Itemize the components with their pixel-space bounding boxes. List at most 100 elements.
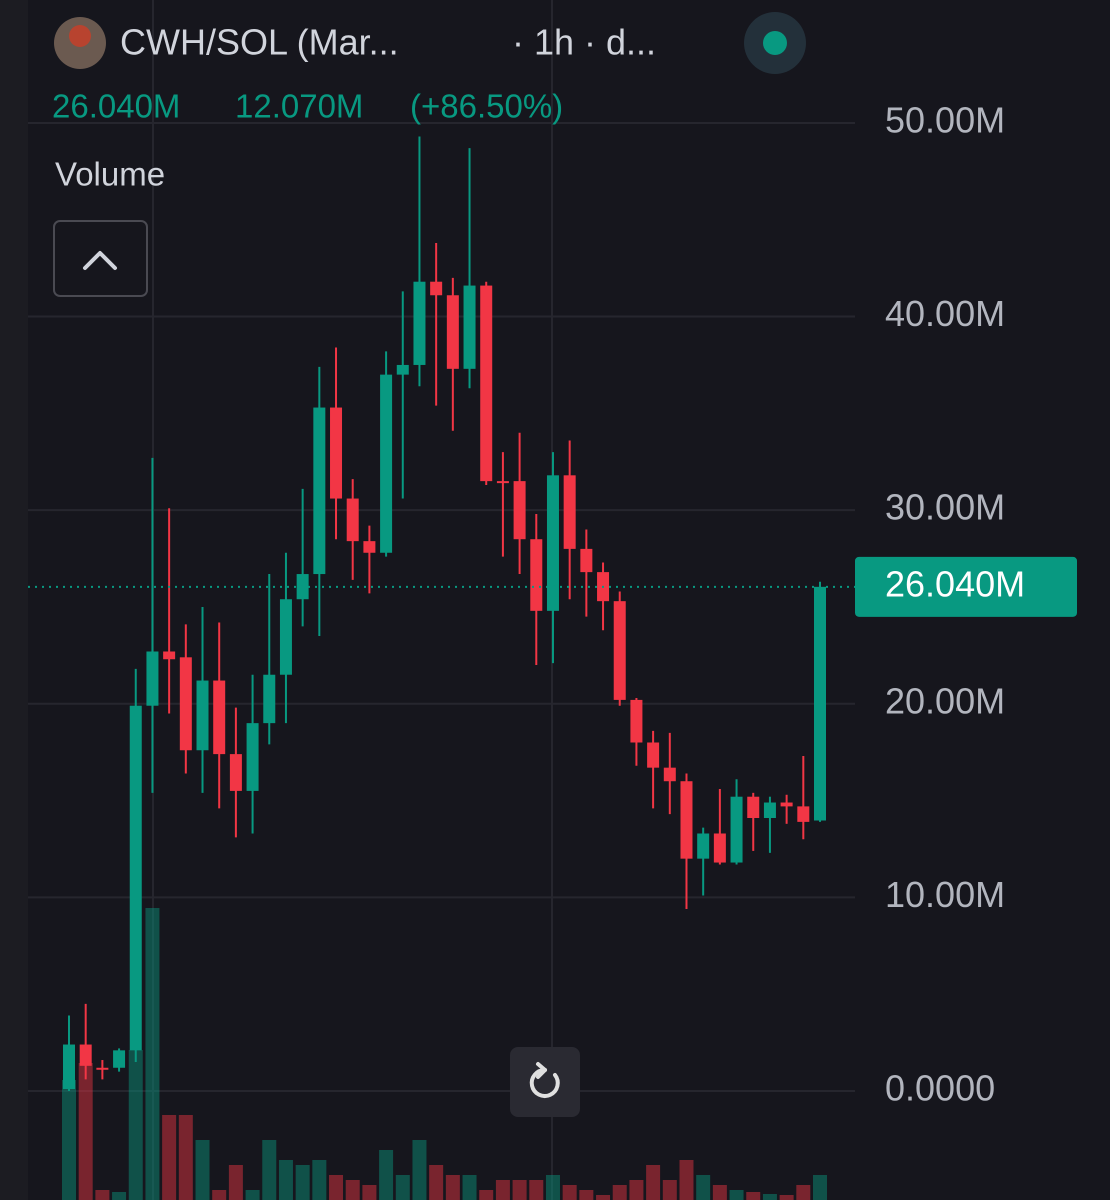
y-tick-label: 0.0000	[885, 1068, 995, 1109]
candle-body	[113, 1050, 126, 1068]
volume-bar	[62, 1080, 76, 1200]
candle-body	[413, 281, 426, 365]
candle-body	[613, 601, 626, 700]
volume-bar	[95, 1190, 110, 1200]
candle-body	[330, 407, 343, 499]
indicator-name: Volume	[55, 156, 165, 193]
y-tick-label: 30.00M	[885, 487, 1005, 528]
volume-bar	[612, 1185, 627, 1200]
candle-body	[480, 285, 493, 482]
volume-bar	[629, 1180, 644, 1200]
volume-bar	[529, 1180, 544, 1200]
volume-bar	[662, 1180, 677, 1200]
symbol-icon-detail	[69, 25, 91, 47]
candle-body	[663, 767, 676, 782]
candle-body	[313, 407, 326, 575]
candle-body	[263, 674, 276, 724]
candle-body	[396, 364, 409, 375]
y-tick-label: 50.00M	[885, 99, 1005, 140]
change-percent: (+86.50%)	[410, 88, 563, 125]
candle-body	[580, 548, 593, 573]
candle-body	[363, 541, 376, 553]
volume-bar	[429, 1165, 444, 1200]
change-value: 12.070M	[235, 88, 363, 125]
volume-bar	[245, 1190, 260, 1200]
last-price-tag	[855, 556, 1077, 617]
volume-bar	[813, 1175, 827, 1200]
candle-body	[63, 1044, 75, 1090]
volume-bar	[696, 1175, 711, 1200]
candle-body	[229, 754, 242, 791]
candle-body	[346, 498, 359, 542]
volume-bar	[212, 1190, 227, 1200]
volume-bar	[195, 1140, 210, 1200]
candle-body	[780, 802, 793, 807]
volume-bar	[512, 1180, 527, 1200]
symbol-title: CWH/SOL (Mar...	[120, 22, 399, 63]
candle-body	[713, 833, 726, 863]
candle-body	[630, 699, 643, 743]
y-tick-label: 10.00M	[885, 874, 1005, 915]
volume-bar	[228, 1165, 243, 1200]
volume-bar	[262, 1140, 277, 1200]
candle-body	[463, 285, 476, 369]
reset-icon	[529, 1067, 560, 1098]
volume-bar	[545, 1175, 560, 1200]
collapse-button[interactable]	[53, 220, 148, 297]
candle-body	[146, 651, 159, 706]
last-value: 26.040M	[52, 88, 180, 125]
candle-body	[546, 475, 559, 611]
left-strip	[0, 0, 28, 1200]
candle-body	[430, 281, 443, 296]
volume-bar	[495, 1180, 510, 1200]
volume-bar	[646, 1165, 661, 1200]
volume-bar	[128, 1050, 143, 1200]
volume-bar	[779, 1195, 794, 1200]
volume-bar	[729, 1190, 744, 1200]
volume-bar	[178, 1115, 193, 1200]
volume-bar	[445, 1175, 460, 1200]
candles	[63, 136, 826, 1091]
candle-body	[697, 833, 710, 859]
last-price-label: 26.040M	[885, 563, 1025, 604]
volume-bar	[329, 1175, 344, 1200]
volume-bar	[762, 1194, 777, 1200]
volume-bar	[395, 1175, 410, 1200]
reset-button-bg[interactable]	[510, 1047, 580, 1117]
candle-body	[814, 586, 826, 821]
candle-body	[763, 802, 776, 819]
volume-bar	[479, 1190, 494, 1200]
volume-bar	[78, 1063, 93, 1200]
header: CWH/SOL (Mar... · 1h · d... 26.040M 12.0…	[52, 12, 806, 297]
candle-body	[730, 796, 743, 863]
candle-body	[530, 539, 543, 611]
volume-bar	[746, 1192, 761, 1200]
candle-body	[246, 723, 259, 791]
candle-body	[747, 796, 760, 819]
volume-bar	[679, 1160, 694, 1200]
volume-pane	[62, 908, 827, 1200]
candle-body	[647, 742, 660, 768]
volume-bar	[796, 1185, 811, 1200]
reset-arrow	[536, 1062, 547, 1079]
candle-body	[163, 651, 176, 660]
volume-bar	[412, 1140, 427, 1200]
candle-body	[179, 657, 192, 751]
volume-bar	[379, 1150, 394, 1200]
volume-bar	[462, 1175, 477, 1200]
candle-body	[96, 1067, 109, 1070]
interval: · 1h · d...	[512, 22, 656, 63]
volume-bar	[362, 1185, 377, 1200]
candle-body	[513, 481, 526, 540]
volume-bar	[112, 1192, 127, 1200]
candle-body	[563, 475, 576, 549]
candle-body	[129, 705, 142, 1051]
volume-bar	[278, 1160, 293, 1200]
candle-body	[680, 781, 693, 859]
volume-bar	[345, 1180, 360, 1200]
candle-body	[79, 1044, 92, 1066]
reset-button[interactable]	[510, 1047, 580, 1117]
candle-body	[196, 680, 209, 751]
volume-bar	[145, 908, 160, 1200]
volume-bar	[596, 1195, 611, 1200]
